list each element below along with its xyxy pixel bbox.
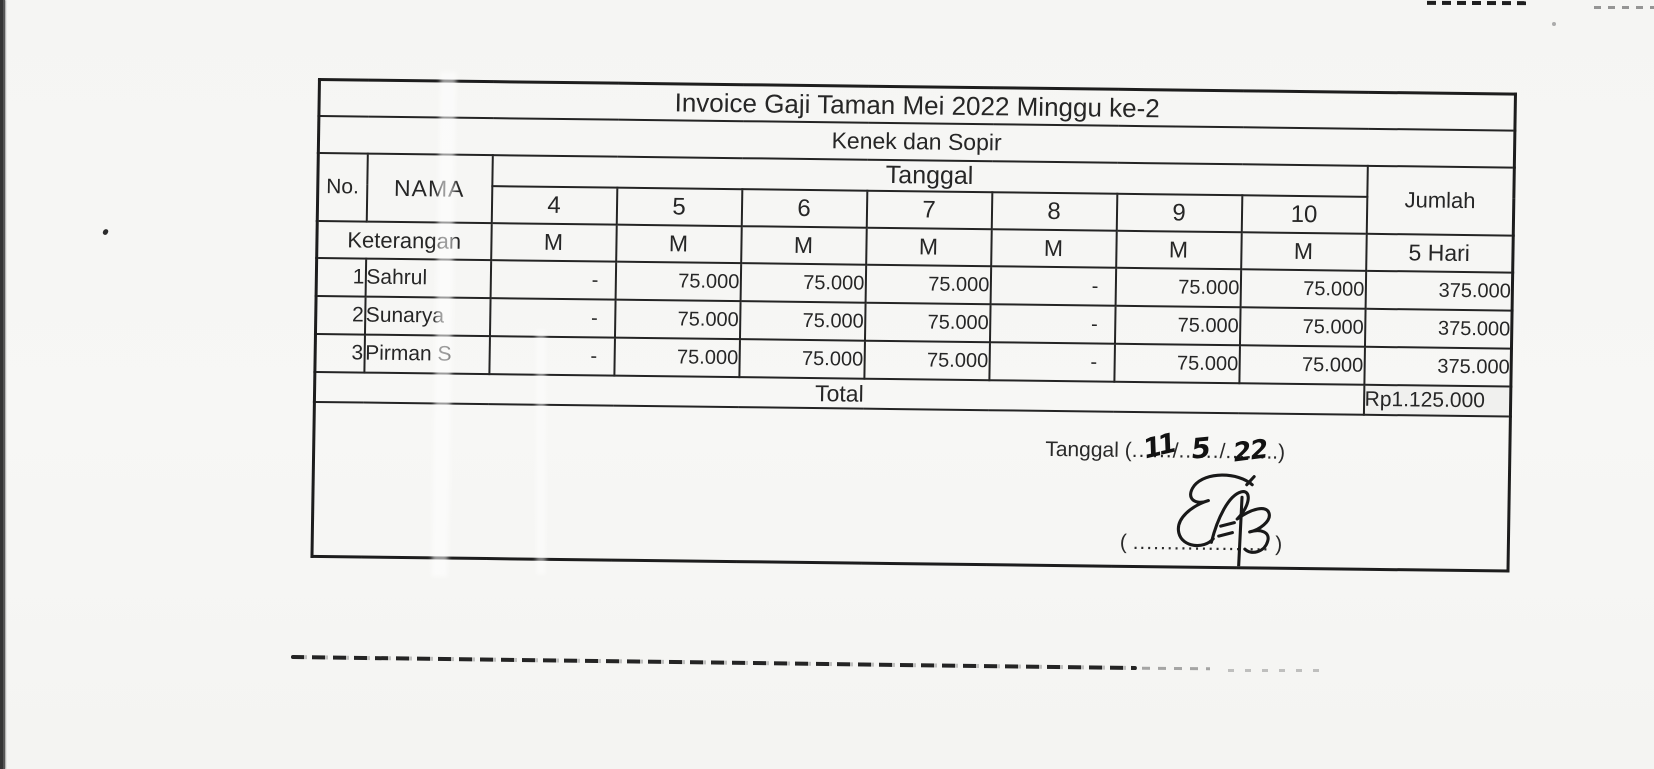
amount-cell: - [490,260,616,300]
scan-speck-top-right [1552,22,1556,26]
keterangan-cell: Keterangan [316,220,492,261]
day-header-cell: 6 [741,189,867,228]
scan-dash-artifact-top-right [1594,6,1654,9]
signature-scribble [1176,473,1271,572]
mark-cell: M [490,223,617,262]
name-cell: Sahrul [365,258,491,299]
amount-cell: - [989,304,1116,344]
date-day-segment: ...... 11 [1132,428,1176,465]
amount-cell: 75.000 [1113,343,1240,384]
mark-cell: M [990,229,1117,268]
torn-dash-line-faint-2 [1228,669,1324,672]
amount-cell: 75.000 [614,299,741,340]
amount-cell: 75.000 [739,301,866,341]
signature-area: Tanggal (...... 11/...... 5/...... 22..) ( … [1045,428,1375,572]
date-month-segment: ...... 5 [1178,431,1219,466]
scan-speck-left [102,228,109,236]
invoice-table: Invoice Gaji Taman Mei 2022 Minggu ke-2 … [310,78,1517,573]
amount-cell: - [488,336,615,376]
amount-cell: 75.000 [740,263,866,303]
date-year-segment: ...... 22 [1225,434,1268,468]
amount-cell: 75.000 [1240,269,1366,309]
grand-total-cell: Rp1.125.000 [1363,384,1511,417]
day-header-cell: 9 [1116,193,1242,233]
row-number-cell: 1 [316,257,366,297]
amount-cell: - [990,266,1116,306]
mark-cell: M [1115,230,1242,270]
amount-cell: 75.000 [1238,345,1365,385]
close-paren: ..) [1266,440,1286,464]
name-cell: Pirman S [363,334,490,375]
jumlah-header: Jumlah [1366,165,1515,236]
torn-dash-line [290,655,1137,671]
amount-cell: 75.000 [1114,305,1241,346]
amount-cell: 75.000 [865,264,991,305]
mark-cell: M [740,226,867,265]
jumlah-sub-cell: 5 Hari [1365,233,1514,273]
amount-cell: 75.000 [863,340,990,381]
invoice-document: Invoice Gaji Taman Mei 2022 Minggu ke-2 … [310,78,1517,573]
col-nama-header: NAMA [366,153,493,224]
mark-cell: M [615,224,742,264]
amount-cell: 75.000 [864,302,991,343]
amount-cell: - [988,342,1115,382]
torn-dash-line-faint [1141,666,1211,671]
name-cell: Sunarya [364,296,491,337]
row-number-cell: 2 [315,295,366,335]
amount-cell: 75.000 [613,337,740,378]
scan-edge-strip [0,0,5,769]
col-no-header: No. [317,153,368,222]
amount-cell: - [489,298,616,338]
tanggal-label: Tanggal [1045,437,1120,462]
handwritten-month: 5 [1189,430,1212,466]
amount-cell: 75.000 [1115,267,1241,308]
row-total-cell: 375.000 [1364,308,1513,349]
footer-row: Tanggal (...... 11/...... 5/...... 22..) ( … [311,401,1511,572]
amount-cell: 75.000 [1239,307,1366,347]
day-header-cell: 7 [866,190,992,230]
day-header-cell: 4 [491,186,617,225]
row-total-cell: 375.000 [1365,270,1513,311]
row-number-cell: 3 [314,333,365,373]
tanggal-line: Tanggal (...... 11/...... 5/...... 22..) [1045,428,1375,468]
scan-dash-artifact-top [1426,0,1532,6]
signature-footer-cell: Tanggal (...... 11/...... 5/...... 22..) ( … [311,401,1511,572]
row-total-cell: 375.000 [1363,346,1512,387]
handwritten-day: 11 [1140,428,1176,466]
amount-cell: 75.000 [615,261,741,302]
day-header-cell: 8 [991,192,1117,231]
mark-cell: M [1240,232,1367,271]
open-paren: ( [1119,530,1128,554]
day-header-cell: 10 [1241,195,1367,234]
amount-cell: 75.000 [738,339,865,379]
handwritten-year: 22 [1231,434,1269,469]
mark-cell: M [865,227,992,267]
day-header-cell: 5 [616,187,742,227]
